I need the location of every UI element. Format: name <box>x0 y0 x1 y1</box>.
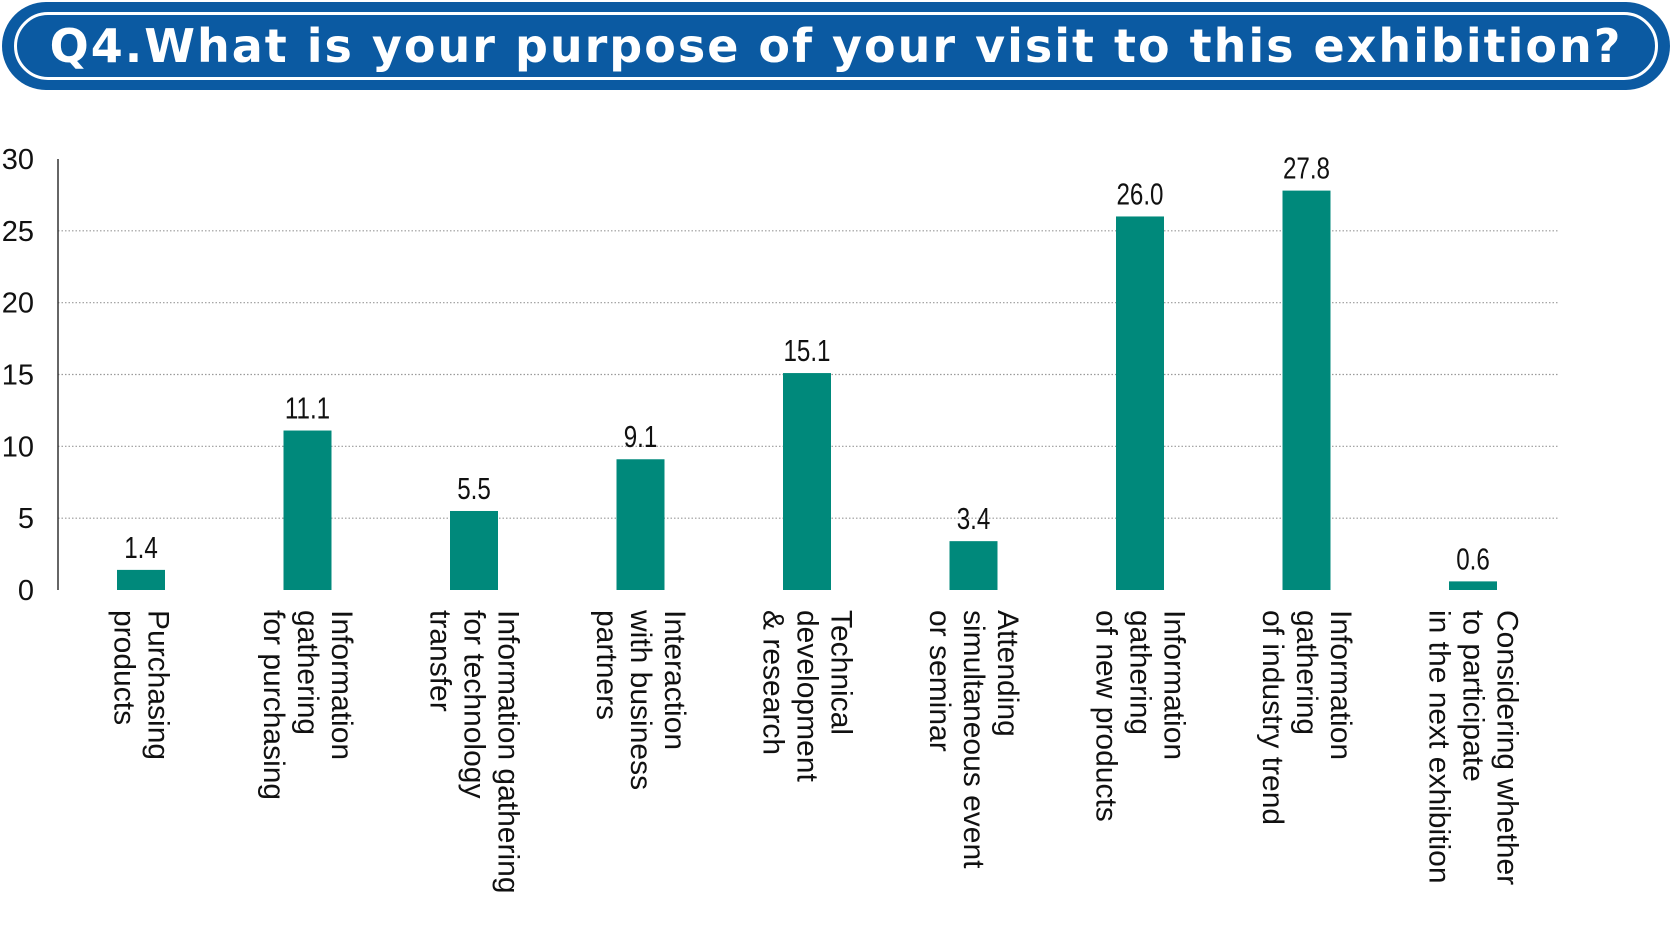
data-label: 0.6 <box>1456 542 1490 577</box>
bar <box>949 541 998 590</box>
data-label: 15.1 <box>783 333 830 368</box>
bar <box>117 569 165 590</box>
category-label: Information <box>1324 610 1357 760</box>
title-banner: Q4.What is your purpose of your visit to… <box>2 2 1670 90</box>
bar <box>1116 216 1164 590</box>
data-label: 3.4 <box>957 501 991 536</box>
bar <box>783 373 831 590</box>
category-label: with business <box>624 609 657 790</box>
bar <box>283 430 332 590</box>
category-label: simultaneous event <box>957 610 990 869</box>
category-label: to participate <box>1457 610 1490 782</box>
chart-title: Q4.What is your purpose of your visit to… <box>49 19 1623 73</box>
data-label: 11.1 <box>285 391 330 426</box>
category-label: gathering <box>1124 610 1157 735</box>
category-label: gathering <box>1290 610 1323 735</box>
category-label: Purchasing <box>142 610 175 760</box>
data-label: 9.1 <box>624 419 658 454</box>
y-tick-label: 30 <box>2 144 34 176</box>
category-label: products <box>108 610 141 725</box>
bar <box>450 510 498 590</box>
category-label: development <box>791 610 824 782</box>
category-label: Considering whether <box>1491 610 1524 885</box>
data-label: 26.0 <box>1116 177 1163 212</box>
y-tick-label: 0 <box>18 575 34 607</box>
bar <box>1282 190 1331 590</box>
category-label: for purchasing <box>257 610 290 800</box>
title-banner-frame: Q4.What is your purpose of your visit to… <box>14 12 1658 80</box>
category-label: Interaction <box>658 610 691 750</box>
category-label: for technology <box>458 610 491 798</box>
category-label: partners <box>590 610 623 720</box>
category-label: or seminar <box>923 610 956 752</box>
data-label: 5.5 <box>457 471 491 506</box>
y-tick-label: 15 <box>2 360 34 392</box>
category-label: of industry trend <box>1256 610 1289 825</box>
category-label: Technical <box>825 610 858 735</box>
category-label: & research <box>757 610 790 755</box>
y-tick-label: 25 <box>2 216 34 248</box>
data-label: 1.4 <box>124 530 158 565</box>
y-tick-label: 20 <box>2 288 34 320</box>
category-label: in the next exhibition <box>1423 610 1456 884</box>
category-label: of new products <box>1090 610 1123 822</box>
category-label: Information <box>1158 610 1191 760</box>
y-tick-label: 5 <box>18 503 34 535</box>
y-tick-label: 10 <box>2 431 34 463</box>
category-label: gathering <box>291 610 324 735</box>
category-label: Attending <box>991 610 1024 737</box>
category-label: Information <box>325 610 358 760</box>
data-label: 27.8 <box>1283 151 1330 186</box>
category-label: Information gathering <box>492 610 525 894</box>
bar <box>616 459 665 590</box>
category-label: transfer <box>424 610 457 712</box>
bar <box>1449 581 1497 590</box>
